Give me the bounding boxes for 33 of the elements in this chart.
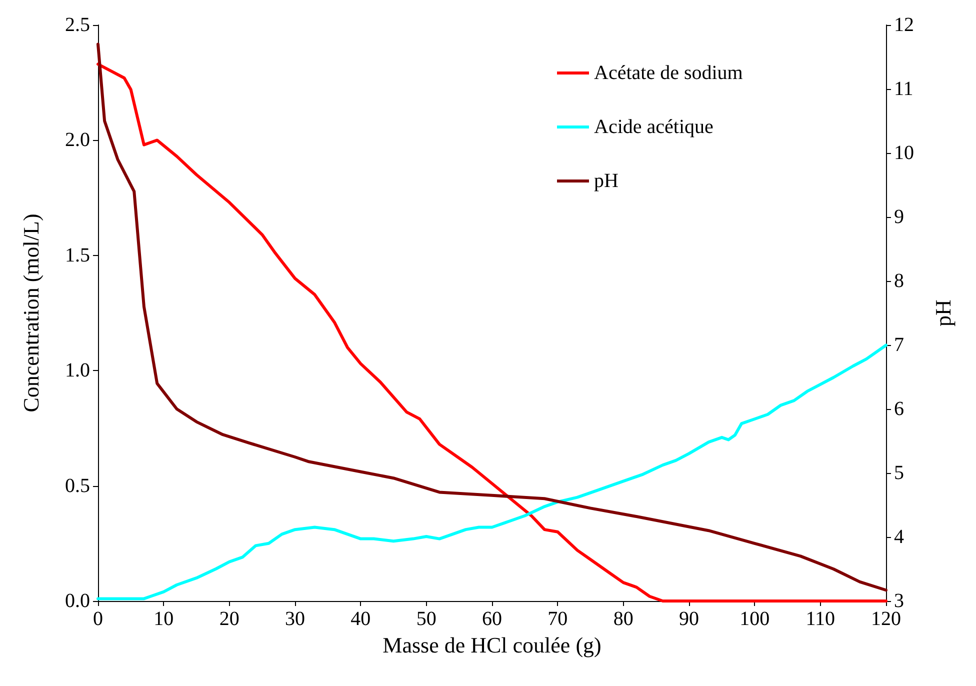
y-tick-label: 2.0 <box>65 129 90 152</box>
y-tick-label: 0.0 <box>65 590 90 612</box>
x-tick-label: 20 <box>219 608 240 630</box>
y2-tick-label: 5 <box>894 462 904 484</box>
y2-axis-title: pH <box>930 299 956 326</box>
x-tick-label: 110 <box>806 608 835 630</box>
y-tick-label: 1.5 <box>65 244 90 266</box>
legend-label: pH <box>594 170 618 192</box>
y-tick-label: 2.5 <box>65 14 90 36</box>
x-tick-label: 30 <box>285 608 305 630</box>
x-tick-label: 10 <box>154 608 174 630</box>
y2-tick-label: 7 <box>894 334 904 356</box>
legend-label: Acide acétique <box>594 116 714 138</box>
y-axis-title: Concentration (mol/L) <box>18 214 44 412</box>
y-tick-label: 1.0 <box>65 360 90 382</box>
x-tick-label: 70 <box>548 608 568 630</box>
x-tick-label: 100 <box>740 608 770 630</box>
y2-tick-label: 4 <box>894 526 904 548</box>
x-tick-label: 90 <box>679 608 699 630</box>
y2-tick-label: 12 <box>894 14 914 36</box>
y2-tick-label: 11 <box>894 78 914 100</box>
y-tick-label: 0.5 <box>65 474 90 497</box>
y2-tick-label: 9 <box>894 206 904 228</box>
x-tick-label: 60 <box>482 608 502 630</box>
x-tick-label: 80 <box>613 608 634 630</box>
y2-tick-label: 8 <box>894 270 904 292</box>
y2-tick-label: 6 <box>894 398 904 420</box>
x-tick-label: 0 <box>93 608 103 630</box>
x-axis-title: Masse de HCl coulée (g) <box>382 632 602 658</box>
x-tick-label: 40 <box>350 608 371 630</box>
y2-tick-label: 10 <box>894 142 914 164</box>
x-tick-label: 50 <box>416 608 436 630</box>
legend-label: Acétate de sodium <box>594 62 744 84</box>
